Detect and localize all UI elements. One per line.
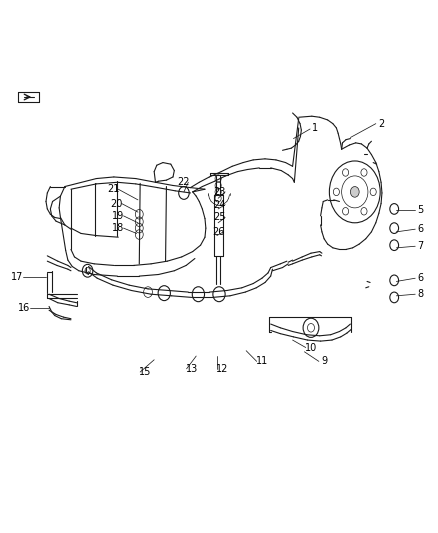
Text: 10: 10 <box>305 343 317 352</box>
Text: 19: 19 <box>112 211 124 221</box>
Text: 5: 5 <box>417 205 424 215</box>
Text: 1: 1 <box>312 123 318 133</box>
Text: 18: 18 <box>112 223 124 233</box>
Text: 2: 2 <box>378 119 384 128</box>
Text: 15: 15 <box>139 367 152 377</box>
Text: 24: 24 <box>214 200 226 209</box>
Text: 6: 6 <box>417 224 424 234</box>
Text: 21: 21 <box>107 184 119 194</box>
Text: 7: 7 <box>417 241 424 251</box>
Text: 22: 22 <box>177 177 189 187</box>
Text: 25: 25 <box>214 213 226 222</box>
Text: 11: 11 <box>256 357 268 366</box>
Text: 13: 13 <box>186 364 198 374</box>
Text: 20: 20 <box>110 199 122 208</box>
Text: 8: 8 <box>417 289 424 299</box>
Text: 26: 26 <box>212 227 224 237</box>
Circle shape <box>350 187 359 197</box>
Text: 12: 12 <box>216 364 229 374</box>
Text: 23: 23 <box>214 187 226 197</box>
Text: 9: 9 <box>321 357 327 366</box>
Text: 6: 6 <box>417 273 424 283</box>
Text: 17: 17 <box>11 272 24 282</box>
Text: 16: 16 <box>18 303 30 313</box>
